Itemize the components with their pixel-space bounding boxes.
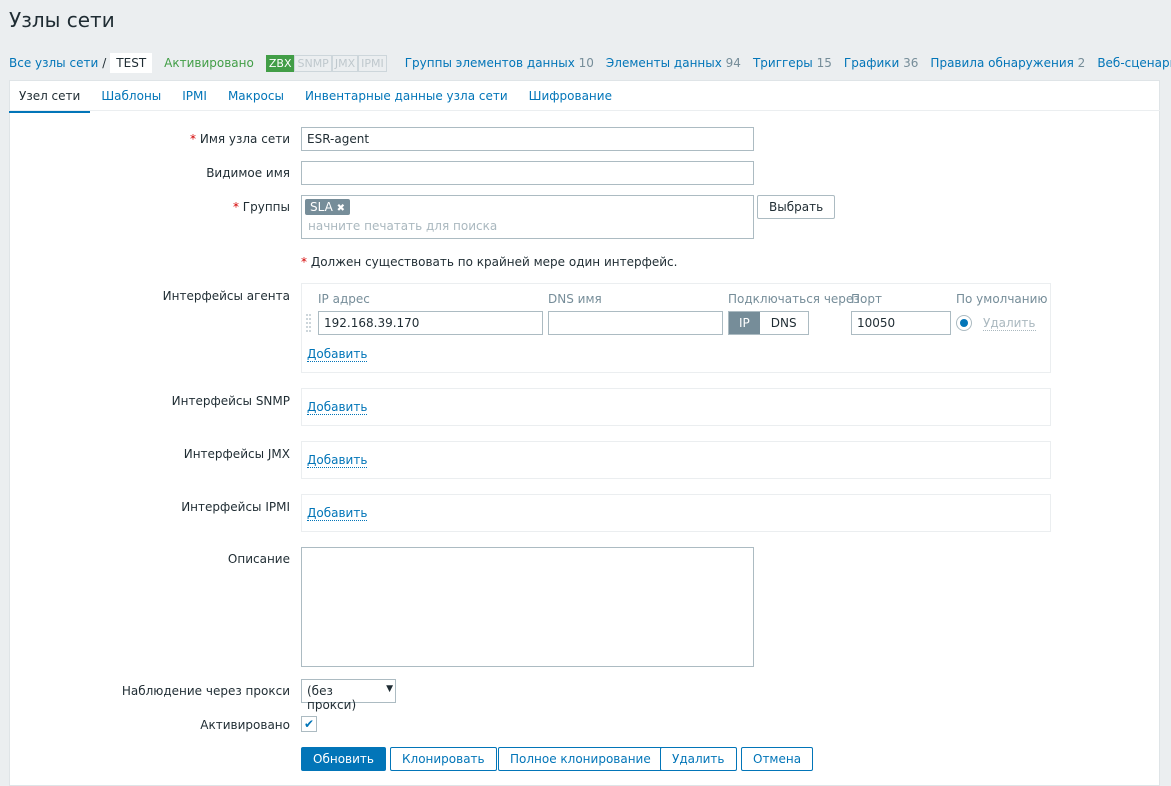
enabled-label: Активировано <box>200 718 290 732</box>
check-icon: ✔ <box>303 717 315 731</box>
connect-dns[interactable]: DNS <box>770 316 797 330</box>
group-tag: SLA ✖ <box>305 199 351 215</box>
default-radio[interactable] <box>956 315 972 331</box>
required-mark: * <box>301 255 307 269</box>
tab-macros[interactable]: Макросы <box>227 89 284 103</box>
label: Веб-сценарии <box>1097 56 1171 70</box>
col-connect: Подключаться через <box>728 292 860 306</box>
tab-ipmi[interactable]: IPMI <box>182 89 207 103</box>
proxy-label: Наблюдение через прокси <box>121 684 290 698</box>
snmp-label: Интерфейсы SNMP <box>171 394 290 408</box>
drag-handle-icon[interactable] <box>306 314 311 332</box>
jmx-box <box>301 441 1051 479</box>
count: 94 <box>725 56 741 70</box>
add-jmx-interface[interactable]: Добавить <box>307 453 368 468</box>
host-name-label: * Имя узла сети <box>0 132 290 146</box>
label: Группы элементов данных <box>404 56 575 70</box>
col-default: По умолчанию <box>956 292 1048 306</box>
tab-inventory[interactable]: Инвентарные данные узла сети <box>304 89 508 103</box>
groups-label: * Группы <box>0 200 290 214</box>
add-ipmi-interface[interactable]: Добавить <box>307 506 368 521</box>
enabled-checkbox[interactable]: ✔ <box>301 716 317 732</box>
visible-name-label: Видимое имя <box>206 166 290 180</box>
ip-input[interactable]: 192.168.39.170 <box>318 311 543 335</box>
description-label: Описание <box>227 552 290 566</box>
cancel-button[interactable]: Отмена <box>741 747 814 771</box>
groups-placeholder: начните печатать для поиска <box>308 219 498 233</box>
col-port: Порт <box>851 292 882 306</box>
clone-button[interactable]: Клонировать <box>390 747 497 771</box>
dns-input[interactable] <box>548 311 723 335</box>
host-nav: Все узлы сети / TEST Активировано ZBX SN… <box>9 52 1171 74</box>
badge-ipmi: IPMI <box>358 54 387 72</box>
count: 2 <box>1077 56 1086 70</box>
nav-items[interactable]: Элементы данных 94 <box>606 56 741 70</box>
nav-discovery[interactable]: Правила обнаружения 2 <box>930 56 1085 70</box>
connect-ip[interactable]: IP <box>729 312 760 334</box>
nav-graphs[interactable]: Графики 36 <box>844 56 919 70</box>
tab-encryption[interactable]: Шифрование <box>528 89 612 103</box>
ipmi-box <box>301 494 1051 532</box>
breadcrumb-host: TEST <box>110 53 153 73</box>
select-groups-button[interactable]: Выбрать <box>757 195 836 219</box>
groups-multiselect[interactable]: SLA ✖ начните печатать для поиска <box>301 195 754 239</box>
add-agent-interface[interactable]: Добавить <box>307 347 368 362</box>
update-button[interactable]: Обновить <box>301 747 386 771</box>
page-title: Узлы сети <box>9 8 115 32</box>
chevron-down-icon: ▼ <box>386 684 393 694</box>
delete-button[interactable]: Удалить <box>660 747 737 771</box>
proxy-select[interactable]: (без прокси) ▼ <box>301 679 396 712</box>
count: 10 <box>578 56 594 70</box>
breadcrumb-separator: / <box>102 56 107 70</box>
nav-triggers[interactable]: Триггеры 15 <box>753 56 832 70</box>
group-tag-label: SLA <box>310 200 333 214</box>
badge-zbx: ZBX <box>265 54 295 72</box>
host-status[interactable]: Активировано <box>164 56 254 70</box>
radio-dot-icon <box>960 319 968 327</box>
tab-templates[interactable]: Шаблоны <box>101 89 162 103</box>
required-mark: * <box>232 200 239 214</box>
agent-interfaces-label: Интерфейсы агента <box>162 289 290 303</box>
col-ip: IP адрес <box>318 292 370 306</box>
label: Триггеры <box>752 56 813 70</box>
col-dns: DNS имя <box>548 292 602 306</box>
agent-interfaces-box <box>301 283 1051 373</box>
nav-web[interactable]: Веб-сценарии <box>1097 56 1171 70</box>
visible-name-input[interactable] <box>301 161 754 185</box>
connect-toggle: IP DNS <box>728 311 809 335</box>
full-clone-button[interactable]: Полное клонирование <box>498 747 663 771</box>
form-panel <box>9 80 1160 786</box>
host-name-input[interactable]: ESR-agent <box>301 127 754 151</box>
proxy-value: (без прокси) <box>307 684 357 712</box>
label-text: Группы <box>242 200 290 214</box>
nav-item-groups[interactable]: Группы элементов данных 10 <box>405 56 594 70</box>
availability-badges: ZBX SNMP JMX IPMI <box>265 54 387 72</box>
description-textarea[interactable] <box>301 547 754 667</box>
warning-text: Должен существовать по крайней мере один… <box>310 255 678 269</box>
label-text: Имя узла сети <box>199 132 290 146</box>
tabs: Узел сети Шаблоны IPMI Макросы Инвентарн… <box>9 85 623 113</box>
tab-host[interactable]: Узел сети <box>9 85 91 113</box>
add-snmp-interface[interactable]: Добавить <box>307 400 368 415</box>
count: 15 <box>816 56 832 70</box>
count: 36 <box>903 56 919 70</box>
label: Правила обнаружения <box>930 56 1074 70</box>
port-input[interactable]: 10050 <box>851 311 951 335</box>
required-mark: * <box>190 132 197 146</box>
interface-warning: * Должен существовать по крайней мере од… <box>301 255 677 269</box>
ipmi-label: Интерфейсы IPMI <box>181 500 290 514</box>
all-hosts-link[interactable]: Все узлы сети <box>9 56 99 70</box>
remove-icon[interactable]: ✖ <box>336 203 346 214</box>
badge-snmp: SNMP <box>294 54 332 72</box>
label: Графики <box>843 56 900 70</box>
jmx-label: Интерфейсы JMX <box>183 447 290 461</box>
divider <box>9 110 1160 111</box>
remove-interface-link[interactable]: Удалить <box>983 316 1036 331</box>
label: Элементы данных <box>605 56 722 70</box>
badge-jmx: JMX <box>331 54 359 72</box>
snmp-box <box>301 388 1051 426</box>
